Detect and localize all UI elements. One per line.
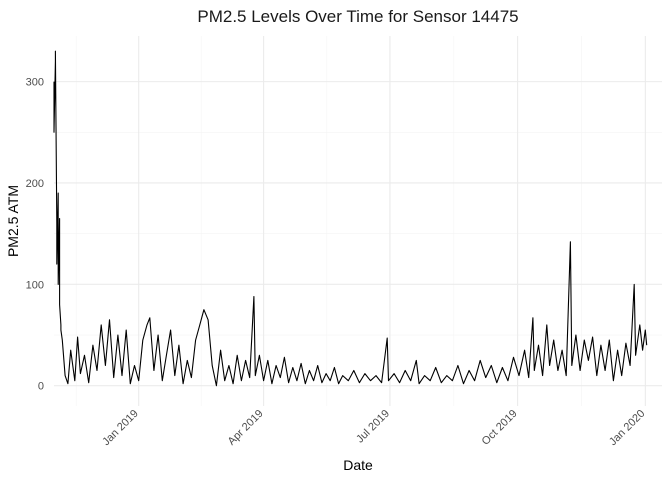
grid [54,36,662,406]
x-tick-label: Apr 2019 [226,408,266,448]
x-tick-label: Jul 2019 [354,408,392,446]
x-axis-title: Date [343,457,373,473]
pm25-series-line [53,50,648,387]
x-tick-label: Oct 2019 [480,408,520,448]
y-tick-label: 100 [26,279,44,291]
y-tick-label: 300 [26,77,44,89]
x-tick-label: Jan 2019 [100,408,140,448]
series-layer [53,50,648,387]
x-tick-label: Jan 2020 [607,408,647,448]
y-tick-label: 0 [38,381,44,393]
y-tick-label: 200 [26,178,44,190]
y-axis-ticks: 0 100 200 300 [26,77,44,393]
x-axis-ticks: Jan 2019 Apr 2019 Jul 2019 Oct 2019 Jan 2020 [100,408,647,448]
chart-title: PM2.5 Levels Over Time for Sensor 14475 [197,7,518,26]
y-axis-title: PM2.5 ATM [5,185,21,257]
